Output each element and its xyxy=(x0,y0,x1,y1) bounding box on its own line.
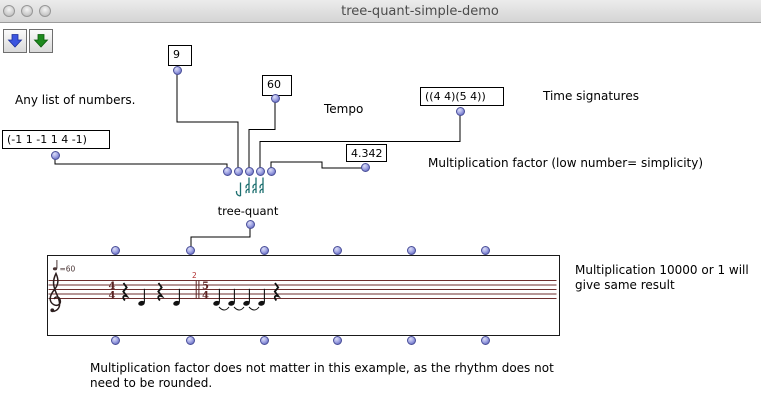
tie-arc xyxy=(218,306,230,311)
tree-quant-outlet[interactable] xyxy=(245,219,255,229)
value-box-nine[interactable]: 9 xyxy=(168,45,192,66)
music-notes-icon xyxy=(235,177,264,197)
score-port-top-5[interactable] xyxy=(406,246,416,255)
zoom-icon[interactable] xyxy=(39,5,51,17)
value-box-time-signatures[interactable]: ((4 4)(5 4)) xyxy=(420,87,504,106)
cable-sixty-to-inlet3[interactable] xyxy=(248,99,276,171)
quarter-rest xyxy=(122,282,130,302)
tree-quant-inlet-5[interactable] xyxy=(266,167,276,176)
tree-quant-inlet-4[interactable] xyxy=(255,167,265,176)
outlet-nine[interactable] xyxy=(172,66,182,75)
minimize-icon[interactable] xyxy=(21,5,33,17)
cable-mult-to-inlet5[interactable] xyxy=(270,161,365,171)
eval-blue-arrow-button[interactable] xyxy=(3,29,27,53)
tempo-marking: =60 xyxy=(52,260,76,274)
tie-arc xyxy=(233,306,245,311)
eval-green-arrow-button[interactable] xyxy=(29,29,53,53)
value-box-sixty[interactable]: 60 xyxy=(262,75,292,96)
outlet-sixty[interactable] xyxy=(270,94,280,103)
score-port-bottom-3[interactable] xyxy=(259,335,269,345)
value-box-numbers-list[interactable]: (-1 1 -1 1 4 -1) xyxy=(2,130,110,149)
timesig2-top: 5 xyxy=(202,281,209,292)
quarter-note xyxy=(138,288,145,306)
window-title: tree-quant-simple-demo xyxy=(341,4,499,19)
score-notation: =60 4 4 xyxy=(48,260,557,313)
tree-quant-inlet-3[interactable] xyxy=(244,167,254,176)
staff-lines xyxy=(48,280,557,299)
tie-arc xyxy=(248,306,260,311)
score-port-top-4[interactable] xyxy=(333,246,342,255)
title-bar: tree-quant-simple-demo xyxy=(0,0,761,23)
score-port-top-2[interactable] xyxy=(186,246,195,255)
quarter-rest xyxy=(273,282,282,302)
measure-number: 2 xyxy=(192,271,197,280)
score-editor[interactable]: =60 4 4 xyxy=(47,255,560,336)
score-port-bottom-2[interactable] xyxy=(186,335,195,345)
quarter-rest xyxy=(157,282,165,302)
value-box-mult-factor[interactable]: 4.342 xyxy=(346,144,387,162)
quarter-note xyxy=(173,288,180,306)
label-mult-same-result: Multiplication 10000 or 1 will give same… xyxy=(575,263,749,292)
outlet-mult-factor[interactable] xyxy=(361,162,370,172)
outlet-numbers-list[interactable] xyxy=(50,150,60,160)
timesig1-top: 4 xyxy=(109,281,116,292)
cable-nine-to-inlet2[interactable] xyxy=(176,71,239,171)
timesig2-bottom: 4 xyxy=(202,290,209,301)
treble-clef-icon xyxy=(49,271,62,313)
label-tempo: Tempo xyxy=(324,102,364,116)
blue-down-arrow-icon xyxy=(7,34,23,50)
node-tree-quant[interactable]: tree-quant xyxy=(217,204,279,218)
close-icon[interactable] xyxy=(3,5,15,17)
score-port-top-1[interactable] xyxy=(110,246,120,255)
tree-quant-inlet-1[interactable] xyxy=(222,167,232,176)
score-port-top-6[interactable] xyxy=(480,246,490,255)
barline xyxy=(195,280,200,299)
timesig1-bottom: 4 xyxy=(109,290,116,301)
tree-quant-inlet-2[interactable] xyxy=(233,167,243,176)
score-port-top-3[interactable] xyxy=(259,246,269,255)
score-port-bottom-4[interactable] xyxy=(333,335,342,345)
cable-timesigs-to-inlet4[interactable] xyxy=(259,112,461,171)
label-mult-factor: Multiplication factor (low number= simpl… xyxy=(428,156,704,170)
score-port-bottom-5[interactable] xyxy=(406,335,416,345)
cable-output-to-score[interactable] xyxy=(190,225,251,251)
score-port-bottom-6[interactable] xyxy=(480,335,490,345)
label-any-list: Any list of numbers. xyxy=(15,93,136,107)
label-time-signatures: Time signatures xyxy=(543,89,639,103)
outlet-time-signatures[interactable] xyxy=(455,107,465,116)
cable-list-to-inlet1[interactable] xyxy=(54,155,228,171)
score-port-bottom-1[interactable] xyxy=(110,335,120,345)
green-down-arrow-icon xyxy=(33,34,49,50)
tied-quarter-notes xyxy=(213,288,265,311)
label-bottom-note: Multiplication factor does not matter in… xyxy=(90,361,554,390)
tempo-value: =60 xyxy=(60,265,76,274)
